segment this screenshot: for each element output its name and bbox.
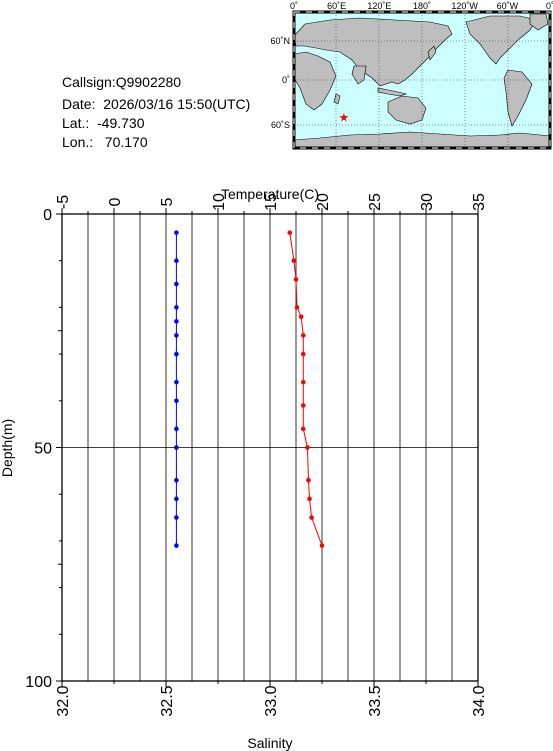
temperature-point <box>300 403 306 408</box>
station-marker-icon: ★ <box>339 111 350 125</box>
salinity-tick-label: 32.0 <box>55 685 72 716</box>
temperature-point <box>305 445 310 450</box>
temperature-point <box>294 305 300 310</box>
salinity-point <box>174 258 179 264</box>
world-map: 0˚ 60˚E 120˚E 180˚ 120˚W 60˚W 0˚ 60˚N 0˚ 60˚S ★ <box>270 1 553 150</box>
temperature-tick-label: 30 <box>419 193 436 211</box>
salinity-point <box>174 543 179 548</box>
map-longitude-label: 120˚W <box>451 1 478 11</box>
salinity-tick-label: 34.0 <box>471 685 488 716</box>
salinity-tick-label: 33.5 <box>367 685 384 716</box>
salinity-point <box>174 515 179 520</box>
map-latitude-label: 0˚ <box>282 75 290 85</box>
salinity-point <box>174 333 179 338</box>
depth-tick-label: 0 <box>43 207 52 224</box>
salinity-point <box>174 496 179 502</box>
temperature-point <box>293 277 299 282</box>
map-latitude-labels: 60˚N 0˚ 60˚S <box>270 36 290 130</box>
salinity-point <box>174 398 179 404</box>
salinity-point <box>174 426 179 432</box>
map-longitude-label: 180˚ <box>413 1 431 11</box>
temperature-point <box>298 314 304 320</box>
salinity-point <box>174 351 179 357</box>
latitude-text: Lat.: -49.730 <box>62 115 145 131</box>
salinity-tick-label: 32.5 <box>159 685 176 716</box>
callsign-text: Callsign:Q9902280 <box>62 74 182 90</box>
depth-tick-label: 100 <box>25 674 52 691</box>
temperature-tick-label: 10 <box>211 193 228 211</box>
temperature-point <box>307 496 312 502</box>
map-longitude-label: 120˚E <box>367 1 391 11</box>
temperature-tick-label: 15 <box>263 193 280 211</box>
salinity-axis-title: Salinity <box>247 735 292 751</box>
salinity-point <box>174 281 179 287</box>
temperature-tick-label: 25 <box>367 193 384 211</box>
map-latitude-label: 60˚N <box>270 36 290 46</box>
map-land <box>293 13 551 149</box>
map-longitude-label: 0˚ <box>290 1 298 11</box>
map-longitude-label: 60˚E <box>327 1 346 11</box>
map-longitude-label: 60˚W <box>497 1 519 11</box>
map-longitude-label: 0˚ <box>546 1 553 11</box>
depth-axis-title: Depth(m) <box>0 419 15 477</box>
map-frame <box>292 10 552 150</box>
map-longitude-labels: 0˚ 60˚E 120˚E 180˚ 120˚W 60˚W 0˚ <box>290 1 553 11</box>
temperature-tick-label: 20 <box>315 193 332 211</box>
map-graticule <box>294 12 550 148</box>
temperature-tick-label: 5 <box>159 197 176 206</box>
temperature-point <box>291 258 297 264</box>
temperature-tick-label: 0 <box>107 197 124 206</box>
map-latitude-label: 60˚S <box>271 120 290 130</box>
temperature-point <box>287 230 293 235</box>
temperature-point <box>300 379 306 385</box>
temperature-tick-label: 35 <box>471 193 488 211</box>
salinity-point <box>174 305 179 310</box>
temperature-point <box>300 351 306 357</box>
date-text: Date: 2026/03/16 15:50(UTC) <box>62 96 251 112</box>
salinity-point <box>174 230 179 235</box>
temperature-tick-label: -5 <box>55 195 72 209</box>
temperature-point <box>309 515 314 520</box>
salinity-point <box>174 319 179 324</box>
salinity-point <box>174 445 179 450</box>
longitude-text: Lon.: 70.170 <box>62 134 148 150</box>
temperature-point <box>306 477 311 483</box>
chart-series <box>174 230 325 548</box>
temperature-point <box>300 426 306 432</box>
chart-grid <box>62 214 478 681</box>
salinity-point <box>174 379 179 385</box>
salinity-tick-label: 33.0 <box>263 685 280 716</box>
salinity-point <box>174 477 179 483</box>
temperature-axis-title: Temperature(C) <box>221 186 319 202</box>
temperature-point <box>319 543 325 548</box>
depth-tick-label: 50 <box>34 441 52 458</box>
temperature-point <box>300 333 306 338</box>
